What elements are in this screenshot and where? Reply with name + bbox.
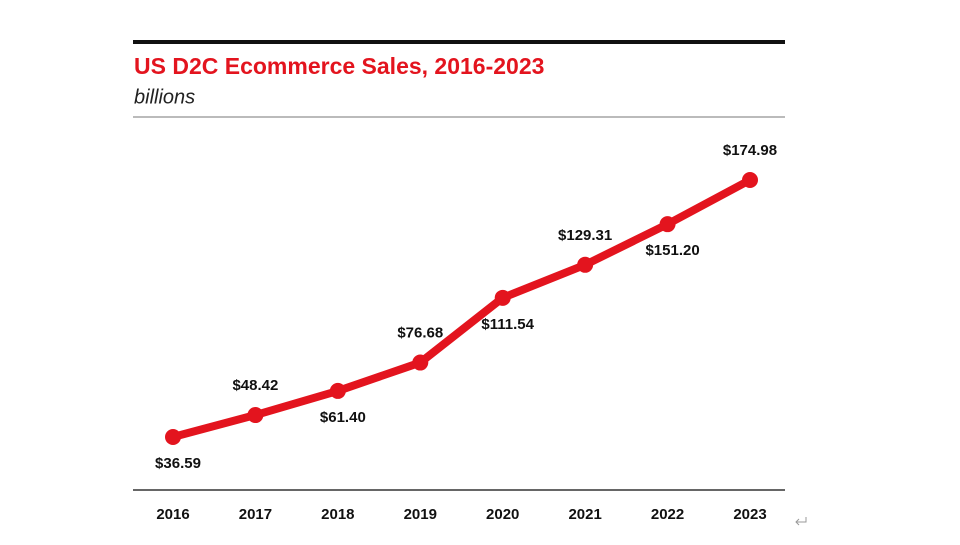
data-label: $36.59 [155,455,201,472]
x-tick-label: 2018 [321,506,354,523]
data-point [247,407,264,424]
x-tick-label: 2023 [733,506,766,523]
x-tick-label: 2020 [486,506,519,523]
x-tick-label: 2019 [404,506,437,523]
data-label: $61.40 [320,409,366,426]
data-point [742,172,758,188]
data-point [165,429,181,445]
return-icon [795,517,807,526]
data-point [412,354,429,371]
data-label: $174.98 [723,142,777,159]
data-label: $129.31 [558,227,612,244]
data-point [494,289,511,306]
chart-subtitle: billions [134,86,195,108]
data-label: $48.42 [232,377,278,394]
chart-title: US D2C Ecommerce Sales, 2016-2023 [134,53,544,79]
data-point [329,382,346,399]
data-label: $111.54 [481,316,534,333]
data-label: $76.68 [397,325,443,342]
x-tick-label: 2016 [156,506,189,523]
data-point [577,256,594,273]
x-tick-label: 2022 [651,506,684,523]
data-label: $151.20 [645,242,699,259]
x-tick-label: 2017 [239,506,272,523]
data-point [659,216,676,233]
data-line [171,176,752,441]
x-tick-label: 2021 [568,506,601,523]
